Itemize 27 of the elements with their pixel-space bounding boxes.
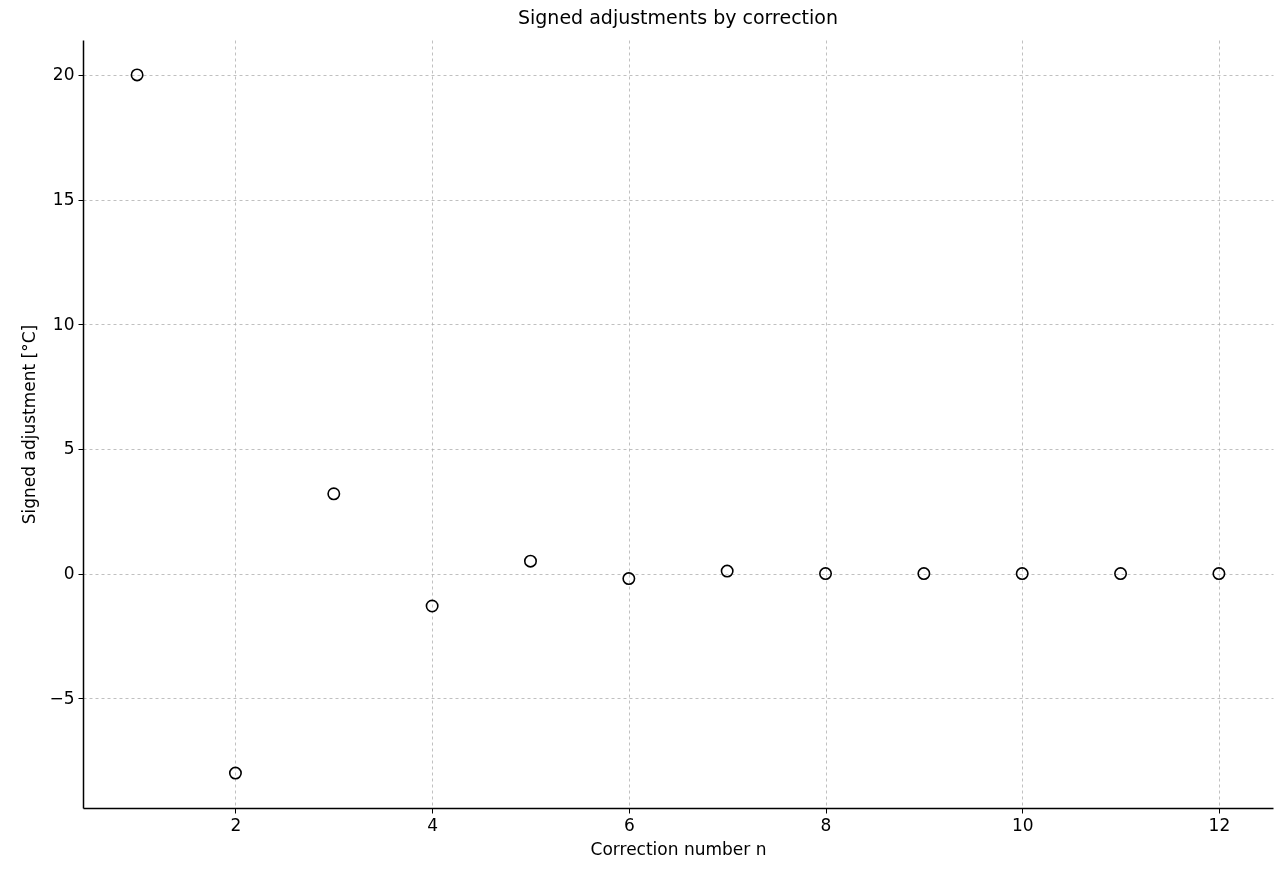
y-tick-label: −5 [49, 687, 75, 708]
point [917, 567, 931, 581]
y-axis-title: Signed adjustment [°C] [19, 324, 40, 525]
x-tick-label: 6 [623, 814, 635, 835]
point [1015, 567, 1029, 581]
point [1114, 567, 1128, 581]
y-tick-label: 0 [63, 563, 75, 584]
point [425, 599, 439, 613]
point [130, 68, 144, 82]
x-tick-label: 2 [230, 814, 242, 835]
y-tick-label: 20 [52, 64, 75, 85]
x-axis-title: Correction number n [590, 838, 767, 859]
x-tick-label: 4 [427, 814, 439, 835]
point [622, 572, 636, 586]
point [1212, 567, 1226, 581]
point [228, 766, 242, 780]
point [327, 487, 341, 501]
x-tick-label: 10 [1011, 814, 1034, 835]
y-tick-label: 5 [63, 438, 75, 459]
point [720, 564, 734, 578]
y-tick-label: 15 [52, 189, 75, 210]
x-tick-label: 8 [820, 814, 832, 835]
y-tick-label: 10 [52, 313, 75, 334]
point [523, 554, 537, 568]
point [819, 567, 833, 581]
x-tick-label: 12 [1208, 814, 1231, 835]
chart-title: Signed adjustments by correction [517, 6, 839, 28]
